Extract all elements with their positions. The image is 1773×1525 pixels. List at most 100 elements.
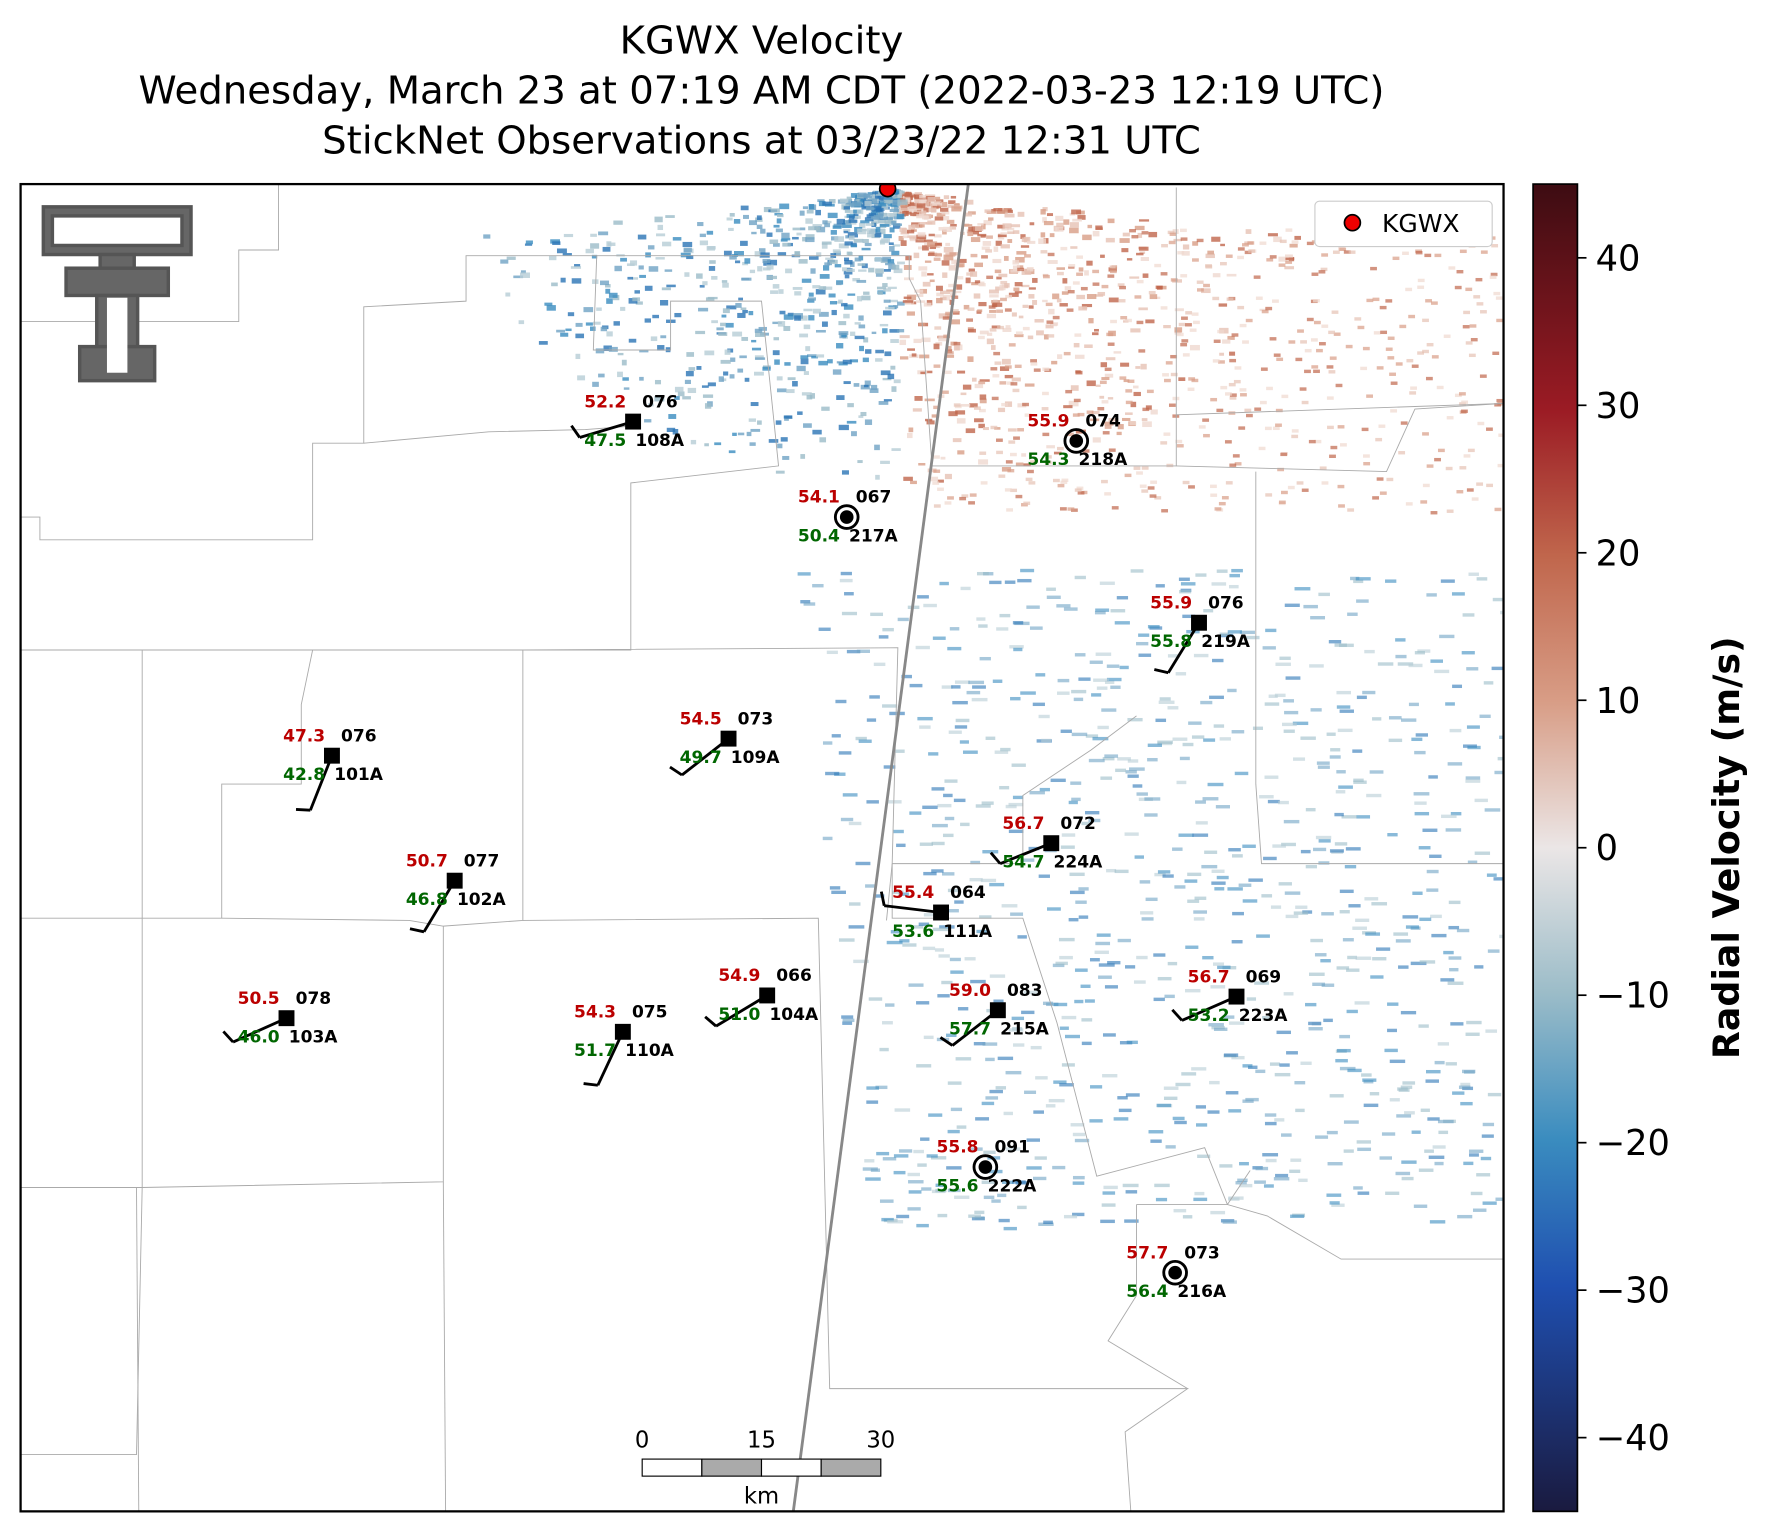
wind-direction: 076 xyxy=(1208,593,1244,613)
radar-pixel xyxy=(1207,782,1224,787)
radar-pixel xyxy=(595,348,605,354)
radar-pixel xyxy=(947,496,954,500)
radar-pixel xyxy=(1119,665,1129,670)
station-marker xyxy=(614,1023,631,1040)
radar-pixel xyxy=(1104,985,1118,989)
radar-pixel xyxy=(1038,1222,1054,1226)
radar-pixel xyxy=(754,328,763,333)
scale-label: 30 xyxy=(866,1428,895,1454)
radar-pixel xyxy=(843,206,851,210)
radar-pixel xyxy=(1255,296,1263,300)
radar-pixel xyxy=(931,841,945,846)
radar-pixel xyxy=(915,294,924,297)
radar-pixel xyxy=(792,286,803,290)
radar-pixel xyxy=(1121,248,1129,253)
radar-pixel xyxy=(944,354,955,358)
radar-pixel xyxy=(1007,227,1015,231)
radar-pixel xyxy=(1247,241,1255,245)
radar-pixel xyxy=(882,377,892,381)
radar-pixel xyxy=(917,232,926,237)
radar-pixel xyxy=(1207,250,1215,255)
radar-pixel xyxy=(1063,351,1071,356)
radar-pixel xyxy=(1068,264,1076,268)
radar-pixel xyxy=(726,305,737,310)
radar-pixel xyxy=(980,878,997,883)
radar-pixel xyxy=(1439,634,1455,639)
radar-pixel xyxy=(1414,801,1427,805)
radar-pixel xyxy=(1255,1166,1269,1171)
radar-pixel xyxy=(1187,872,1202,877)
radar-pixel xyxy=(882,627,894,632)
radar-pixel xyxy=(1023,501,1031,505)
radar-pixel xyxy=(1023,236,1031,243)
radar-pixel xyxy=(1136,641,1149,646)
radar-pixel xyxy=(1141,917,1154,921)
radar-pixel xyxy=(1161,509,1169,513)
radar-pixel xyxy=(598,373,605,378)
radar-pixel xyxy=(940,207,949,212)
radar-pixel xyxy=(520,270,526,274)
radar-pixel xyxy=(979,330,989,335)
radar-pixel xyxy=(1208,1023,1224,1027)
radar-pixel xyxy=(969,271,978,277)
radar-pixel xyxy=(600,280,610,286)
radar-pixel xyxy=(1020,691,1036,695)
radar-pixel xyxy=(1283,699,1294,703)
radar-pixel xyxy=(995,240,1002,246)
radar-pixel xyxy=(1390,381,1398,385)
radar-pixel xyxy=(1228,1197,1240,1201)
radar-pixel xyxy=(973,1041,986,1046)
radar-pixel xyxy=(912,408,922,412)
radar-pixel xyxy=(854,322,861,325)
radar-pixel xyxy=(822,836,833,841)
radar-pixel xyxy=(1300,849,1311,854)
radar-pixel xyxy=(1191,312,1199,316)
radar-pixel xyxy=(894,205,901,211)
radar-pixel xyxy=(1141,231,1149,235)
radar-pixel xyxy=(1459,392,1466,396)
radar-pixel xyxy=(848,215,855,220)
radar-pixel xyxy=(1219,632,1229,636)
radar-pixel xyxy=(974,418,984,423)
radar-pixel xyxy=(868,212,877,217)
radar-pixel xyxy=(1398,451,1406,455)
radar-pixel xyxy=(1157,740,1173,744)
radar-pixel xyxy=(1052,478,1060,483)
radar-pixel xyxy=(959,496,967,501)
subtitle: StickNet Observations at 03/23/22 12:31 … xyxy=(322,118,1201,163)
radar-pixel xyxy=(988,289,999,294)
radar-pixel xyxy=(978,624,988,628)
radar-pixel xyxy=(1124,832,1139,836)
radar-pixel xyxy=(816,226,826,233)
radar-pixel xyxy=(1422,349,1429,354)
radar-pixel xyxy=(672,428,679,435)
radar-pixel xyxy=(1057,271,1064,276)
radar-pixel xyxy=(812,308,821,314)
radar-pixel xyxy=(969,403,978,408)
radar-pixel xyxy=(1101,377,1110,381)
radar-pixel xyxy=(996,276,1002,280)
radar-pixel xyxy=(1255,1069,1266,1074)
radar-pixel xyxy=(979,915,992,919)
radar-pixel xyxy=(749,269,756,274)
barb-flag xyxy=(222,1030,235,1044)
colorbar xyxy=(1532,183,1579,1513)
radar-pixel xyxy=(1429,1220,1446,1224)
radar-pixel xyxy=(1012,265,1020,272)
radar-pixel xyxy=(999,613,1011,618)
wind-direction: 077 xyxy=(464,851,500,871)
radar-pixel xyxy=(617,352,624,356)
radar-pixel xyxy=(905,202,916,207)
radar-pixel xyxy=(1063,219,1070,225)
radar-pixel xyxy=(575,333,585,339)
radar-pixel xyxy=(1348,904,1361,908)
radar-pixel xyxy=(940,296,947,300)
temperature: 55.9 xyxy=(1150,593,1192,613)
radar-pixel xyxy=(1494,403,1502,407)
radar-pixel xyxy=(1347,508,1355,512)
radar-pixel xyxy=(1328,370,1336,374)
radar-pixel xyxy=(865,223,875,226)
radar-pixel xyxy=(1430,659,1443,663)
radar-pixel xyxy=(551,282,558,287)
radar-pixel xyxy=(1155,584,1165,588)
